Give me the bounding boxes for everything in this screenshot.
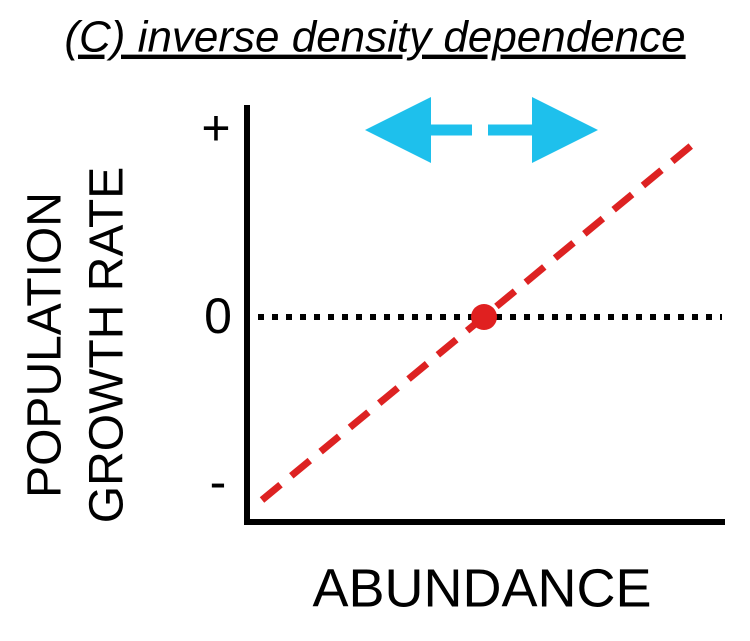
y-tick-label: 0 (204, 288, 232, 344)
y-axis-label: GROWTH RATE (81, 167, 134, 523)
equilibrium-point (471, 304, 497, 330)
x-axis-label: ABUNDANCE (312, 558, 651, 618)
title: (C) inverse density dependence (64, 13, 685, 62)
y-tick-label: + (201, 100, 230, 156)
y-tick-label: - (210, 454, 227, 510)
y-axis-label: POPULATION (19, 192, 72, 498)
